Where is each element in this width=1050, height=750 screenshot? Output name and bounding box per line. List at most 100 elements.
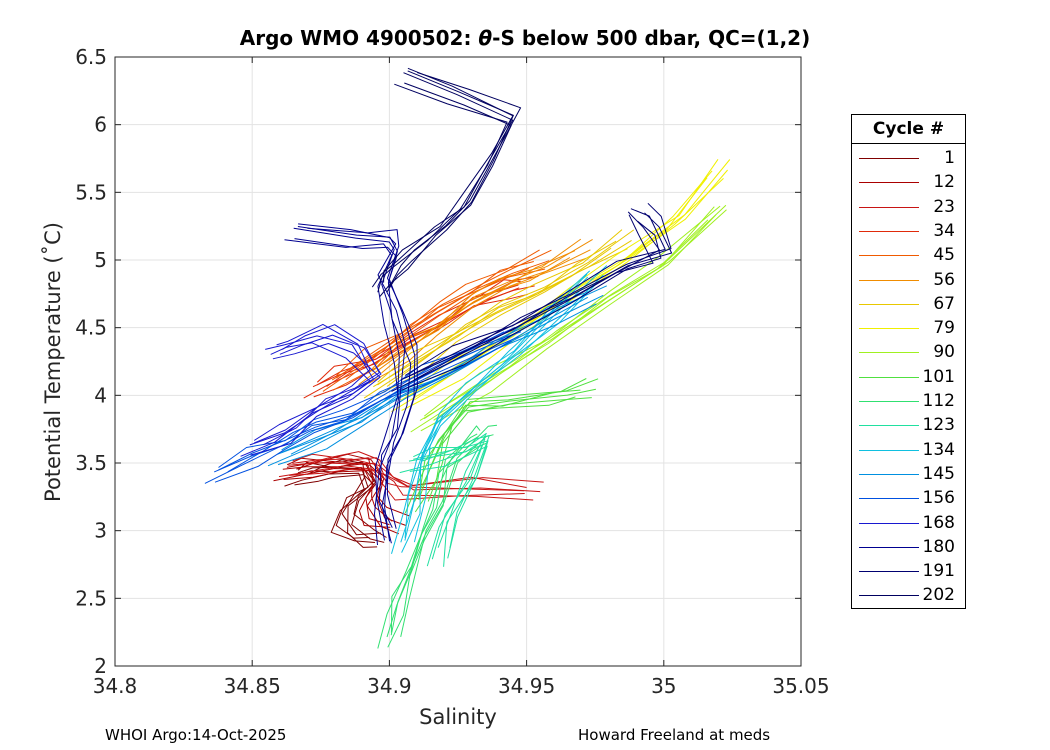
legend-swatch	[859, 352, 919, 354]
legend-entry: 180	[852, 536, 965, 560]
title-prefix: Argo WMO 4900502:	[239, 26, 479, 50]
profile-line	[409, 445, 488, 567]
x-tick-label: 35.05	[772, 674, 829, 698]
footer-credit: Howard Freeland at meds	[578, 726, 771, 744]
profile-line	[284, 239, 399, 546]
legend-label: 23	[933, 196, 955, 217]
profile-line	[267, 296, 589, 467]
legend-swatch	[859, 473, 919, 475]
x-tick-label: 34.8	[93, 674, 138, 698]
legend-label: 45	[933, 245, 955, 266]
legend-label: 123	[922, 415, 955, 436]
profile-line	[377, 83, 508, 293]
legend-entry: 101	[852, 366, 965, 390]
footer-source: WHOI Argo:14-Oct-2025	[105, 726, 287, 744]
axes-box	[114, 56, 802, 667]
legend-label: 90	[933, 342, 955, 363]
profile-line	[383, 67, 514, 283]
legend-swatch	[859, 401, 919, 402]
legend-label: 156	[922, 488, 955, 509]
legend-entry: 45	[852, 244, 965, 268]
legend-entry: 79	[852, 317, 965, 341]
profile-line	[294, 238, 412, 544]
legend-label: 180	[922, 536, 955, 557]
legend-swatch	[859, 571, 919, 573]
profile-line	[400, 424, 498, 638]
x-tick-label: 35	[651, 674, 676, 698]
legend-entry: 191	[852, 560, 965, 584]
profile-line	[293, 227, 400, 541]
y-tick-label: 3.5	[75, 451, 107, 475]
y-tick-label: 4.5	[75, 316, 107, 340]
profile-line	[413, 432, 487, 548]
profile-line	[401, 178, 724, 411]
profile-line	[345, 249, 552, 381]
x-tick-label: 34.95	[498, 674, 555, 698]
y-tick-label: 5	[94, 248, 107, 272]
profile-line	[316, 279, 522, 383]
profile-line	[277, 303, 597, 466]
profile-line	[386, 229, 635, 387]
title-theta: θ	[478, 26, 493, 50]
x-axis-label: Salinity	[419, 705, 497, 729]
y-tick-label: 3	[94, 519, 107, 543]
profile-line	[250, 343, 381, 456]
legend-swatch	[859, 498, 919, 500]
profile-line	[381, 238, 593, 374]
profile-line	[404, 212, 673, 379]
legend-label: 112	[922, 391, 955, 411]
legend-entry: 112	[852, 390, 965, 414]
profile-line	[296, 453, 410, 517]
legend: Cycle # 1 12 23 34 45 56 67 79 90 101 112 123 134 145…	[851, 114, 966, 609]
profile-line	[386, 70, 514, 293]
x-tick-label: 34.9	[367, 674, 412, 698]
legend-title: Cycle #	[852, 115, 965, 144]
legend-entry: 34	[852, 220, 965, 244]
legend-entry: 145	[852, 463, 965, 487]
profile-line	[377, 436, 479, 649]
profile-line	[404, 169, 728, 399]
legend-label: 145	[922, 463, 955, 484]
profile-line	[253, 323, 371, 441]
legend-label: 12	[933, 172, 955, 193]
profile-line	[423, 209, 727, 420]
profile-line	[379, 82, 512, 297]
legend-swatch	[859, 595, 919, 597]
legend-entry: 156	[852, 487, 965, 511]
legend-label: 134	[922, 439, 955, 460]
profile-line	[292, 453, 527, 488]
legend-swatch	[859, 425, 919, 427]
profile-line	[281, 294, 604, 453]
legend-entry: 202	[852, 584, 965, 608]
profile-line	[373, 240, 617, 388]
profile-line	[371, 238, 582, 370]
profile-line	[404, 208, 666, 376]
legend-entry: 134	[852, 439, 965, 463]
legend-label: 67	[933, 293, 955, 314]
profile-line	[214, 340, 512, 483]
profile-line	[297, 226, 416, 542]
profile-line	[336, 260, 550, 379]
profile-line	[408, 438, 486, 560]
profile-line	[391, 276, 589, 554]
legend-label: 168	[922, 512, 955, 533]
profile-line	[377, 229, 623, 383]
profile-line	[422, 435, 490, 549]
legend-swatch	[859, 449, 919, 451]
legend-swatch	[859, 158, 919, 159]
profiles	[204, 67, 731, 649]
legend-entry: 168	[852, 512, 965, 536]
y-axis-label: Potential Temperature (˚C)	[41, 222, 65, 502]
legend-entry: 67	[852, 293, 965, 317]
legend-label: 56	[933, 269, 955, 290]
title-suffix: -S below 500 dbar, QC=(1,2)	[492, 26, 811, 50]
profile-line	[414, 202, 672, 381]
profile-line	[433, 204, 727, 421]
y-tick-label: 5.5	[75, 180, 107, 204]
profile-line	[218, 336, 519, 471]
legend-entry: 23	[852, 196, 965, 220]
legend-label: 1	[944, 148, 955, 168]
profile-line	[388, 72, 522, 288]
legend-entry: 1	[852, 147, 965, 171]
